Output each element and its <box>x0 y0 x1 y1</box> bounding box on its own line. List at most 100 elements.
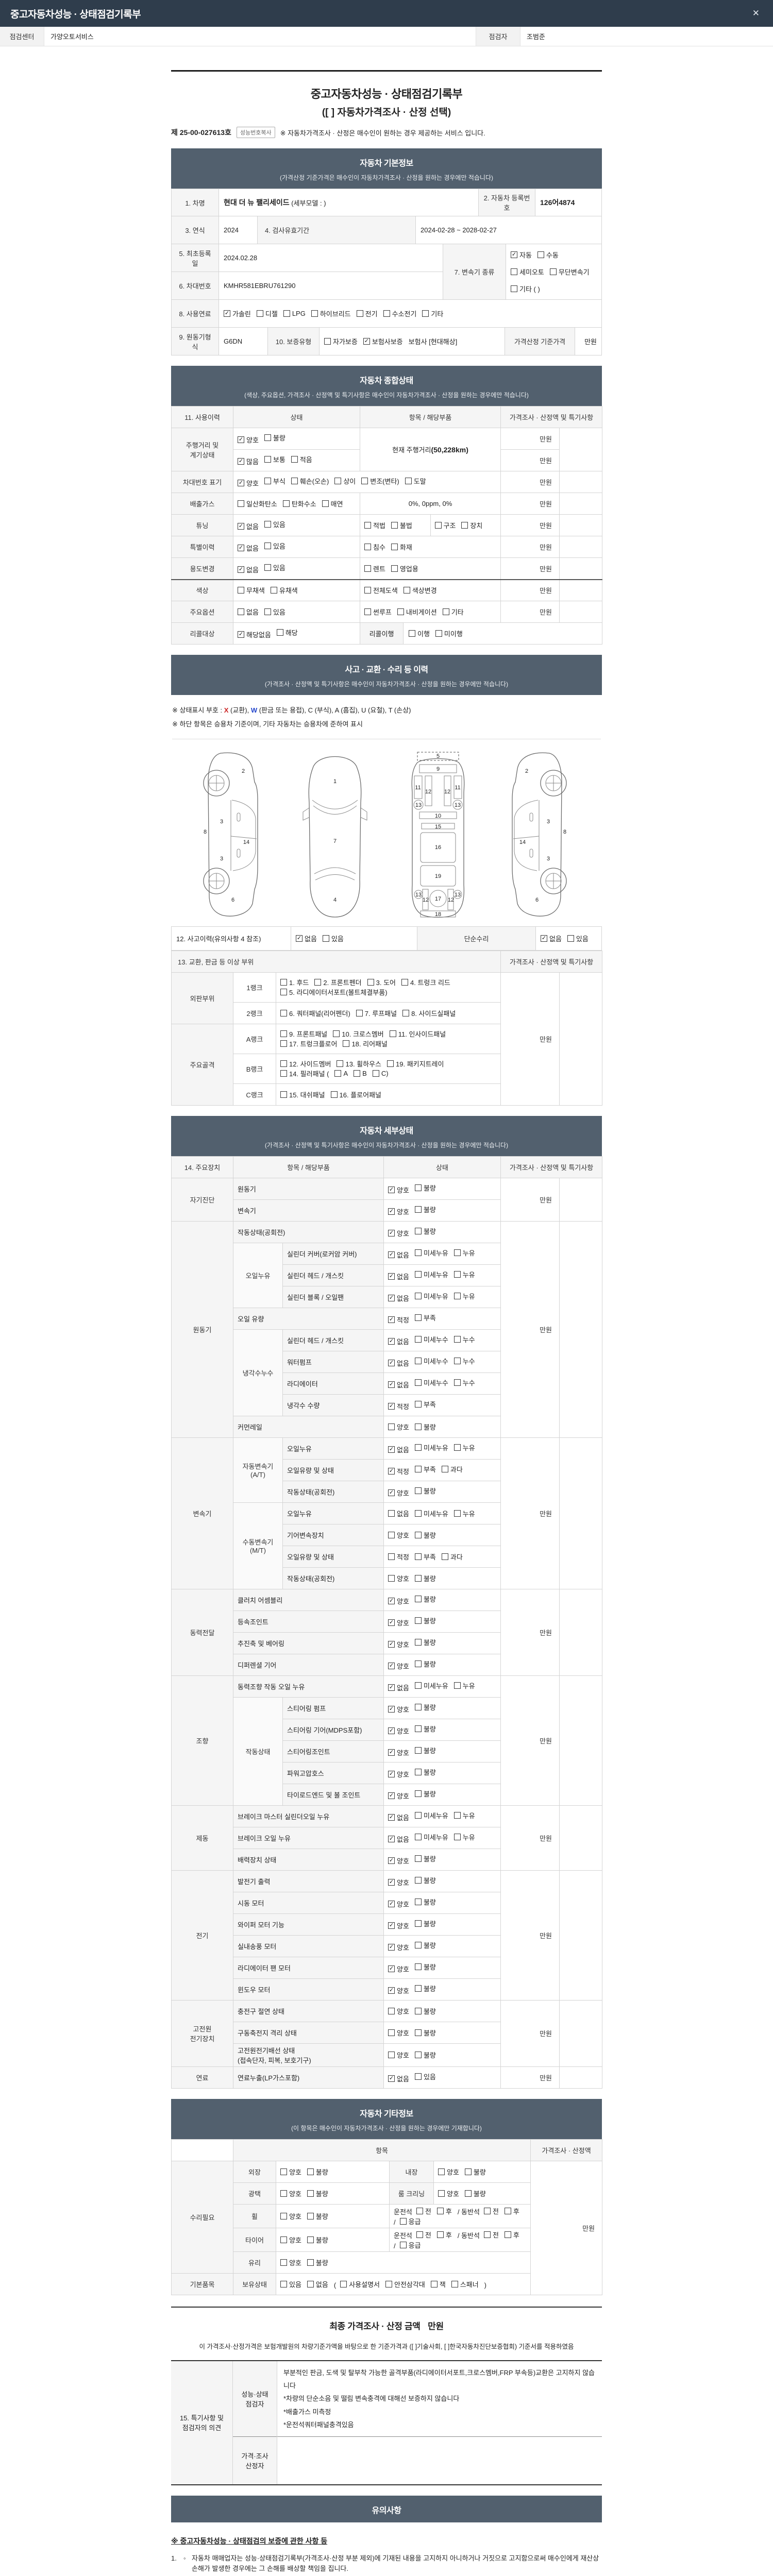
checkbox-없음[interactable]: ✓ 없음 <box>541 934 562 943</box>
checkbox-11. 인사이드패널[interactable]: 11. 인사이드패널 <box>389 1029 446 1039</box>
checkbox-보통[interactable]: 보통 <box>264 454 285 464</box>
checkbox-썬루프[interactable]: 썬루프 <box>364 607 392 617</box>
checkbox-양호[interactable]: 양호 <box>388 2006 409 2016</box>
checkbox-누유[interactable]: 누유 <box>453 1681 475 1690</box>
checkbox-부식[interactable]: 부식 <box>264 476 285 486</box>
checkbox-없음[interactable]: ✓ 없음 <box>388 1336 409 1346</box>
checkbox-적정[interactable]: ✓ 적정 <box>388 1466 409 1476</box>
checkbox-이행[interactable]: 이행 <box>409 629 430 638</box>
checkbox-누유[interactable]: 누유 <box>453 1443 475 1452</box>
checkbox-수동[interactable]: 수동 <box>537 250 559 260</box>
checkbox-미이행[interactable]: 미이행 <box>435 629 463 638</box>
checkbox-없음[interactable]: ✓ 없음 <box>388 1358 409 1368</box>
checkbox-적정[interactable]: ✓ 적정 <box>388 1315 409 1325</box>
checkbox-누유[interactable]: 누유 <box>453 1810 475 1820</box>
checkbox-양호[interactable]: ✓ 양호 <box>388 1791 409 1801</box>
checkbox-있음[interactable]: 있음 <box>280 2279 301 2289</box>
checkbox-없음[interactable]: ✓ 없음 <box>388 1683 409 1692</box>
checkbox-미세누유[interactable]: 미세누유 <box>414 1269 448 1279</box>
checkbox-도말[interactable]: 도말 <box>405 476 426 486</box>
checkbox-양호[interactable]: 양호 <box>280 2167 301 2177</box>
checkbox-누수[interactable]: 누수 <box>453 1378 475 1387</box>
checkbox-불량[interactable]: 불량 <box>414 2050 436 2060</box>
checkbox-있음[interactable]: 있음 <box>567 934 589 943</box>
checkbox-양호[interactable]: ✓ 양호 <box>388 1704 409 1714</box>
checkbox-불량[interactable]: 불량 <box>307 2211 328 2221</box>
checkbox-6. 쿼터패널(리어펜더)[interactable]: 6. 쿼터패널(리어펜더) <box>280 1008 350 1018</box>
checkbox-양호[interactable]: ✓ 양호 <box>388 1618 409 1628</box>
checkbox-불량[interactable]: 불량 <box>414 1616 436 1625</box>
checkbox-불량[interactable]: 불량 <box>414 1183 436 1193</box>
checkbox-양호[interactable]: ✓ 양호 <box>238 435 259 445</box>
checkbox-양호[interactable]: 양호 <box>388 1422 409 1432</box>
checkbox-양호[interactable]: 양호 <box>280 2211 301 2221</box>
checkbox-전체도색[interactable]: 전체도색 <box>364 585 398 595</box>
checkbox-양호[interactable]: 양호 <box>388 1530 409 1540</box>
checkbox-양호[interactable]: ✓ 양호 <box>388 1596 409 1606</box>
checkbox-해당[interactable]: 해당 <box>276 628 298 637</box>
checkbox-양호[interactable]: ✓ 양호 <box>388 1921 409 1930</box>
checkbox-불량[interactable]: 불량 <box>414 2006 436 2016</box>
checkbox-C)[interactable]: C) <box>372 1070 389 1077</box>
checkbox-불량[interactable]: 불량 <box>414 1984 436 1993</box>
checkbox-수소전기[interactable]: 수소전기 <box>383 309 416 318</box>
checkbox-양호[interactable]: ✓ 양호 <box>388 1748 409 1757</box>
checkbox-많음[interactable]: ✓ 많음 <box>238 456 259 466</box>
checkbox-10. 크로스멤버[interactable]: 10. 크로스멤버 <box>333 1029 384 1039</box>
checkbox-불량[interactable]: 불량 <box>414 1422 436 1432</box>
checkbox-침수[interactable]: 침수 <box>364 542 385 552</box>
checkbox-불량[interactable]: 불량 <box>414 2028 436 2038</box>
checkbox-양호[interactable]: ✓ 양호 <box>388 1639 409 1649</box>
checkbox-미세누유[interactable]: 미세누유 <box>414 1248 448 1258</box>
checkbox-전[interactable]: 전 <box>416 2206 431 2216</box>
checkbox-미세누수[interactable]: 미세누수 <box>414 1356 448 1366</box>
checkbox-양호[interactable]: 양호 <box>388 2050 409 2060</box>
checkbox-양호[interactable]: ✓ 양호 <box>388 1661 409 1671</box>
checkbox-사용설명서[interactable]: 사용설명서 <box>340 2279 380 2289</box>
checkbox-없음[interactable]: ✓ 없음 <box>388 1272 409 1281</box>
checkbox-불량[interactable]: 불량 <box>414 1962 436 1972</box>
checkbox-영업용[interactable]: 영업용 <box>391 564 418 573</box>
checkbox-기타 ( )[interactable]: 기타 ( ) <box>511 284 540 294</box>
checkbox-기타[interactable]: 기타 <box>422 309 443 318</box>
checkbox-불량[interactable]: 불량 <box>307 2189 328 2198</box>
checkbox-무채색[interactable]: 무채색 <box>238 585 265 595</box>
checkbox-후[interactable]: 후 <box>504 2206 519 2216</box>
checkbox-4. 트렁크 리드[interactable]: 4. 트렁크 리드 <box>401 977 450 987</box>
checkbox-양호[interactable]: ✓ 양호 <box>388 1488 409 1498</box>
checkbox-불량[interactable]: 불량 <box>414 1573 436 1583</box>
checkbox-미세누유[interactable]: 미세누유 <box>414 1291 448 1301</box>
checkbox-응급[interactable]: 응급 <box>399 2240 421 2250</box>
checkbox-양호[interactable]: ✓ 양호 <box>388 1185 409 1195</box>
checkbox-렌트[interactable]: 렌트 <box>364 564 385 573</box>
checkbox-탄화수소[interactable]: 탄화수소 <box>282 499 316 509</box>
checkbox-미세누수[interactable]: 미세누수 <box>414 1378 448 1387</box>
checkbox-잭[interactable]: 잭 <box>430 2279 446 2289</box>
checkbox-17. 트렁크플로어[interactable]: 17. 트렁크플로어 <box>280 1039 337 1048</box>
checkbox-누유[interactable]: 누유 <box>453 1269 475 1279</box>
checkbox-훼손(오손)[interactable]: 훼손(오손) <box>291 476 329 486</box>
checkbox-없음[interactable]: ✓ 없음 <box>388 1812 409 1822</box>
checkbox-없음[interactable]: ✓ 없음 <box>388 1445 409 1454</box>
checkbox-부족[interactable]: 부족 <box>414 1464 436 1474</box>
checkbox-양호[interactable]: ✓ 양호 <box>388 1228 409 1238</box>
checkbox-과다[interactable]: 과다 <box>441 1464 463 1474</box>
checkbox-14. 필러패널 ([interactable]: 14. 필러패널 ( <box>280 1069 329 1078</box>
checkbox-9. 프론트패널[interactable]: 9. 프론트패널 <box>280 1029 327 1039</box>
checkbox-후[interactable]: 후 <box>436 2230 452 2240</box>
checkbox-양호[interactable]: 양호 <box>438 2167 459 2177</box>
checkbox-없음[interactable]: 없음 <box>307 2279 328 2289</box>
checkbox-불량[interactable]: 불량 <box>414 1897 436 1907</box>
checkbox-전[interactable]: 전 <box>483 2230 499 2240</box>
checkbox-전[interactable]: 전 <box>483 2206 499 2216</box>
checkbox-불법[interactable]: 불법 <box>391 520 412 530</box>
checkbox-19. 패키지트레이[interactable]: 19. 패키지트레이 <box>387 1059 444 1069</box>
checkbox-없음[interactable]: ✓ 없음 <box>296 934 317 943</box>
checkbox-후[interactable]: 후 <box>504 2230 519 2240</box>
checkbox-양호[interactable]: ✓ 양호 <box>388 1726 409 1736</box>
checkbox-불량[interactable]: 불량 <box>414 1226 436 1236</box>
checkbox-없음[interactable]: ✓ 없음 <box>238 565 259 574</box>
checkbox-1. 후드[interactable]: 1. 후드 <box>280 977 309 987</box>
checkbox-미세누유[interactable]: 미세누유 <box>414 1810 448 1820</box>
checkbox-없음[interactable]: ✓ 없음 <box>238 543 259 553</box>
